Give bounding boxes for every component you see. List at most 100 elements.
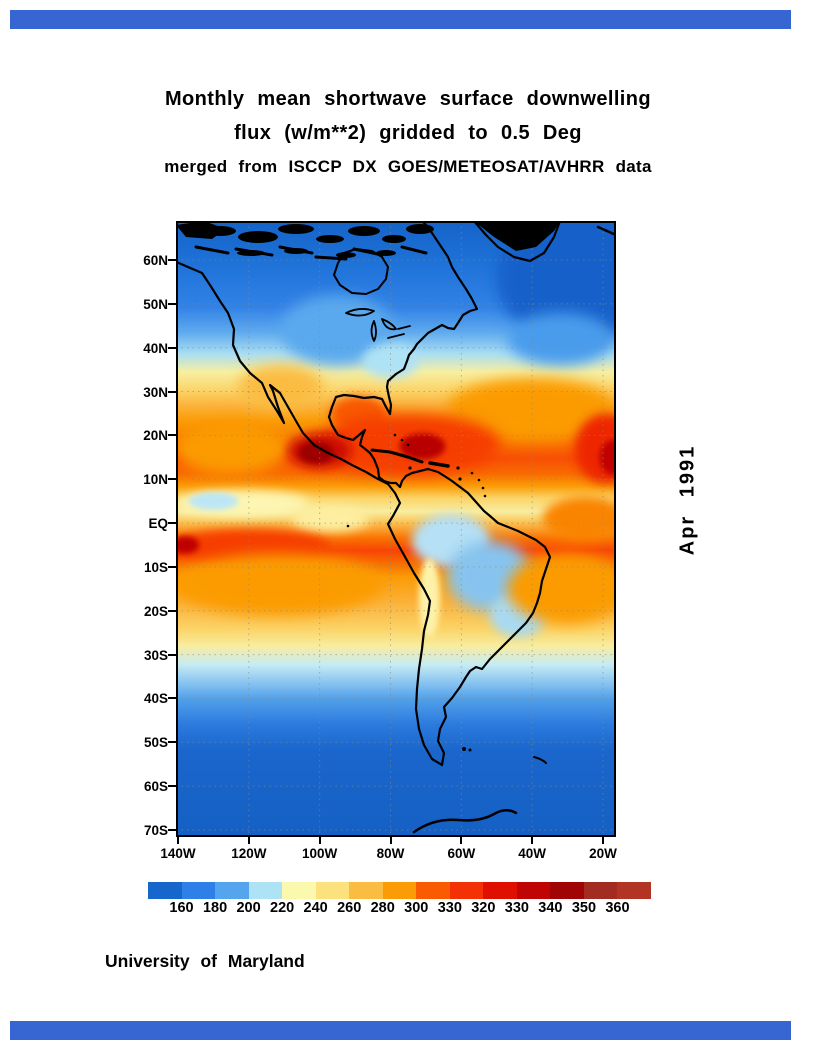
colorbar-label: 320: [471, 900, 496, 916]
lat-tick: [168, 697, 176, 700]
colorbar-label: 360: [605, 900, 630, 916]
lat-tick-label: 60N: [143, 253, 168, 268]
flux-feature-pacific-itcz-light-blue: [188, 492, 239, 510]
flux-feature-hispaniola-dark-red: [399, 433, 446, 460]
flux-feature-atlantic-orange-band: [447, 378, 616, 440]
island: [400, 438, 404, 442]
colorbar-label: 350: [571, 900, 597, 916]
arctic-island: [336, 252, 356, 258]
colorbar: [148, 882, 651, 899]
island: [458, 477, 462, 481]
lat-tick-label: 20S: [143, 603, 168, 619]
lat-tick: [168, 565, 176, 568]
lat-tick: [168, 302, 176, 305]
colorbar-cell: [416, 882, 450, 899]
lon-tick-label: 100W: [302, 846, 338, 861]
flux-map: [176, 221, 616, 837]
lat-tick: [168, 653, 176, 656]
arctic-island: [204, 226, 236, 236]
arctic-island: [316, 235, 344, 243]
island: [477, 478, 481, 482]
colorbar-cell: [215, 882, 249, 899]
coastline: [596, 225, 616, 237]
coastline: [370, 320, 377, 342]
colorbar-cell: [449, 882, 484, 899]
colorbar-cell: [382, 882, 417, 899]
colorbar-cell: [550, 882, 584, 899]
colorbar-cell: [583, 882, 618, 899]
lat-tick: [168, 741, 176, 744]
island: [393, 433, 397, 437]
lat-tick: [168, 609, 176, 612]
lat-tick-label: 50S: [143, 735, 168, 751]
lat-tick: [168, 478, 176, 481]
lat-tick: [168, 346, 176, 349]
colorbar-cell: [148, 882, 182, 899]
lon-tick: [389, 837, 392, 844]
colorbar-label: 340: [538, 900, 563, 916]
flux-feature-south-pacific-far-left-core: [176, 536, 200, 554]
flux-feature-west-atlantic-mid-blue: [507, 312, 614, 366]
credit-text: University of Maryland: [105, 951, 305, 971]
lat-tick-label: 10S: [143, 559, 168, 575]
lat-tick-label: 30S: [143, 647, 168, 663]
colorbar-cell: [483, 882, 517, 899]
lon-tick-label: 60W: [447, 846, 476, 861]
lat-tick: [168, 828, 176, 831]
arctic-island: [382, 235, 406, 243]
lat-tick: [168, 785, 176, 788]
flux-feature-north-atlantic-deep-blue: [496, 221, 616, 344]
lon-tick: [602, 837, 604, 844]
lon-tick: [460, 837, 463, 844]
lat-tick-label: 30N: [143, 384, 168, 400]
flux-feature-east-pacific-orange: [176, 422, 288, 475]
map-frame: [176, 221, 616, 837]
flux-map-svg: [176, 221, 616, 837]
flux-feature-eq-atlantic-orange: [542, 496, 616, 541]
lon-tick-label: 40W: [518, 846, 547, 861]
colorbar-label: 240: [303, 900, 328, 916]
coastline: [533, 756, 547, 764]
colorbar-label: 330: [437, 900, 462, 916]
flux-feature-east-atlantic-dark-core: [599, 439, 616, 475]
lat-tick: [168, 434, 176, 437]
island: [470, 471, 474, 475]
lat-tick: [168, 522, 176, 525]
colorbar-cell: [349, 882, 383, 899]
lat-tick-label: 60S: [143, 779, 168, 795]
colorbar-cell: [516, 882, 551, 899]
plot-title-line1: Monthly mean shortwave surface downwelli…: [165, 88, 651, 110]
colorbar-cell: [282, 882, 316, 899]
colorbar-cell: [617, 882, 651, 899]
bottom-blue-rule: [10, 1021, 791, 1040]
colorbar-label: 180: [202, 900, 228, 916]
lat-tick-label: 20N: [143, 428, 168, 444]
plot-title-line2: flux (w/m**2) gridded to 0.5 Deg: [234, 122, 582, 144]
coastline: [412, 809, 518, 834]
island: [406, 443, 410, 447]
flux-feature-south-pacific-orange: [176, 553, 384, 616]
colorbar-cell: [248, 882, 283, 899]
coastline: [194, 245, 428, 261]
coastline: [381, 318, 397, 331]
arctic-island: [406, 224, 434, 234]
colorbar-label: 200: [236, 900, 261, 916]
island: [456, 466, 460, 470]
arctic-island: [238, 231, 278, 243]
date-label: Apr 1991: [676, 444, 699, 556]
top-blue-rule: [10, 10, 791, 29]
lat-tick: [168, 259, 176, 261]
lon-tick-label: 120W: [231, 846, 267, 861]
island: [462, 747, 466, 751]
colorbar-label: 280: [370, 900, 395, 916]
lon-tick-label: 20W: [589, 846, 617, 861]
coastline: [370, 448, 424, 464]
lon-tick: [177, 837, 179, 844]
arctic-island: [348, 226, 380, 236]
colorbar-cell: [315, 882, 350, 899]
lat-tick-label: 40S: [143, 691, 168, 707]
lon-tick-label: 80W: [376, 846, 405, 861]
lat-tick-label: 70S: [143, 822, 168, 838]
lat-tick-label: 50N: [143, 296, 168, 312]
